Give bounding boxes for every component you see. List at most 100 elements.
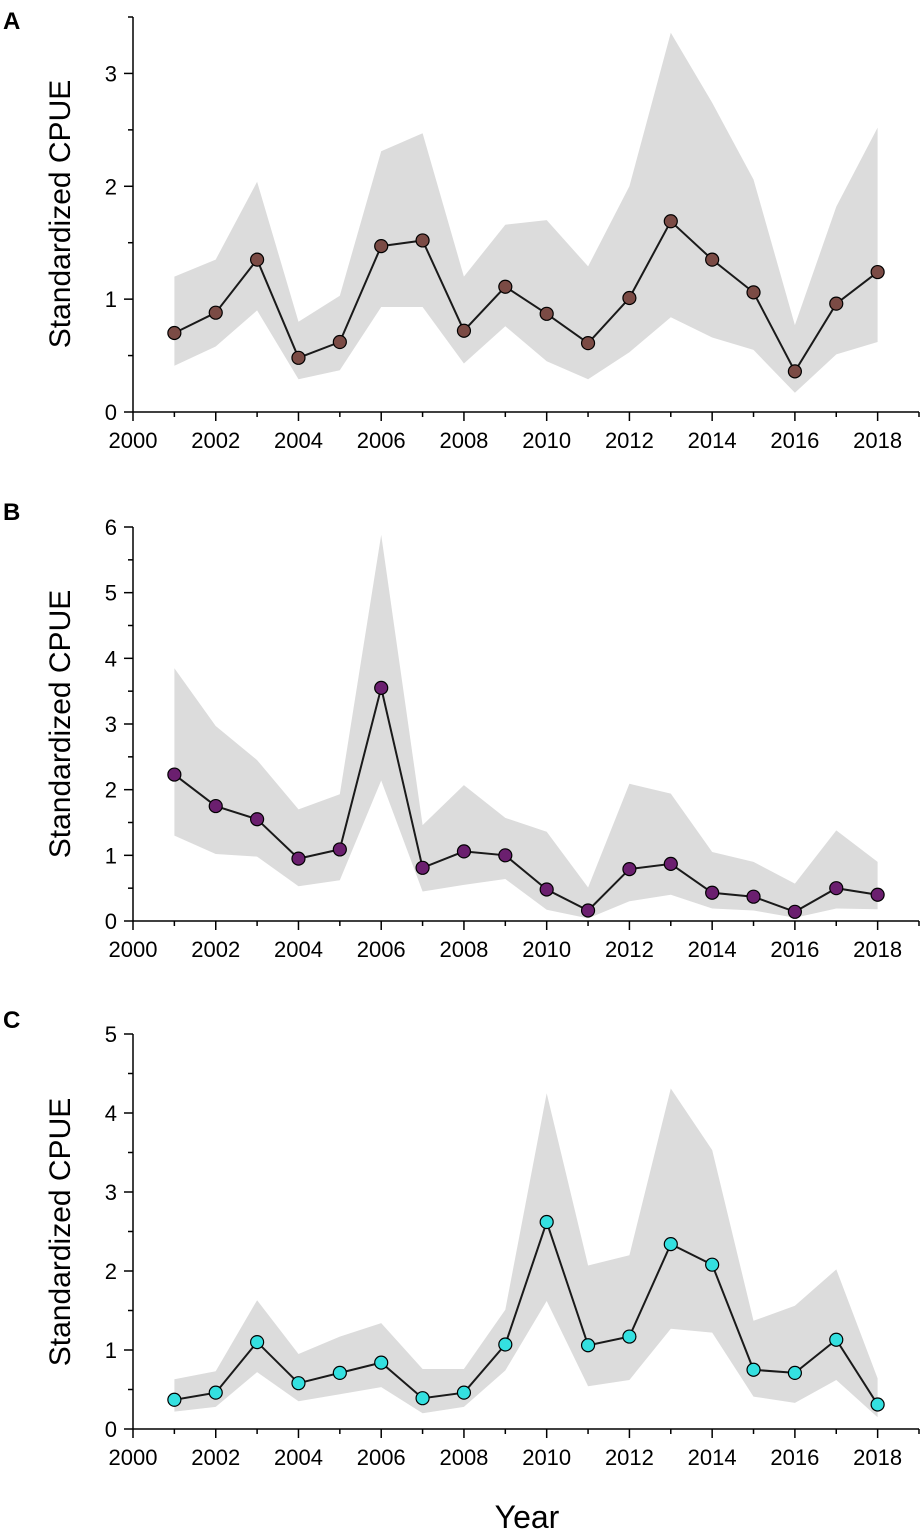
y-tick-label-c: 0 xyxy=(105,1417,117,1442)
panel-b: B Standardized CPUE 0 1 2 3 4 5 6 2000 2002 2004 2… xyxy=(3,499,920,962)
x-tick-label-a: 2002 xyxy=(191,428,240,453)
data-point-c-2014 xyxy=(705,1257,720,1272)
data-point-c-2018 xyxy=(870,1397,885,1412)
data-point-b-2015 xyxy=(746,889,761,904)
data-point-b-2003 xyxy=(250,812,265,827)
data-point-b-2001 xyxy=(167,767,182,782)
data-point-a-2010 xyxy=(539,306,554,321)
data-point-c-2017 xyxy=(829,1332,844,1347)
y-tick-label-b: 6 xyxy=(105,515,117,540)
x-axis-title: Year xyxy=(495,1499,560,1535)
y-tick-label-a: 1 xyxy=(105,287,117,312)
y-tick-label-a: 3 xyxy=(105,61,117,86)
data-point-b-2014 xyxy=(705,885,720,900)
x-tick-label-a: 2004 xyxy=(274,428,323,453)
x-tick-label-b: 2004 xyxy=(274,937,323,962)
y-tick-label-c: 3 xyxy=(105,1180,117,1205)
data-point-c-2004 xyxy=(291,1376,306,1391)
data-point-a-2003 xyxy=(250,252,265,267)
data-point-b-2012 xyxy=(622,862,637,877)
confidence-band-c xyxy=(174,1088,878,1418)
data-point-c-2015 xyxy=(746,1362,761,1377)
x-tick-label-a: 2018 xyxy=(853,428,902,453)
data-point-b-2013 xyxy=(663,856,678,871)
x-tick-label-a: 2006 xyxy=(357,428,406,453)
data-point-c-2009 xyxy=(498,1337,513,1352)
x-tick-label-a: 2010 xyxy=(522,428,571,453)
data-point-b-2004 xyxy=(291,851,306,866)
x-tick-label-c: 2000 xyxy=(109,1445,158,1470)
data-point-c-2001 xyxy=(167,1392,182,1407)
y-tick-label-b: 2 xyxy=(105,778,117,803)
data-point-c-2013 xyxy=(663,1237,678,1252)
x-tick-label-c: 2002 xyxy=(191,1445,240,1470)
data-point-b-2007 xyxy=(415,860,430,875)
data-point-b-2011 xyxy=(580,903,596,918)
data-point-b-2002 xyxy=(208,798,223,814)
x-tick-label-a: 2012 xyxy=(605,428,654,453)
x-tick-label-b: 2010 xyxy=(522,937,571,962)
data-point-a-2002 xyxy=(208,305,223,320)
data-point-c-2005 xyxy=(332,1365,347,1381)
y-axis-title-a: Standardized CPUE xyxy=(44,80,77,348)
data-point-b-2016 xyxy=(787,904,802,919)
data-point-b-2018 xyxy=(870,887,885,902)
x-tick-label-b: 2016 xyxy=(770,937,819,962)
data-point-a-2009 xyxy=(498,279,513,294)
y-tick-label-a: 0 xyxy=(105,400,117,425)
x-tick-label-b: 2006 xyxy=(357,937,406,962)
x-tick-label-b: 2000 xyxy=(109,937,158,962)
x-tick-label-a: 2016 xyxy=(770,428,819,453)
y-tick-label-a: 2 xyxy=(105,174,117,199)
data-point-b-2017 xyxy=(829,881,844,896)
data-point-a-2012 xyxy=(622,290,637,306)
panel-c: C Standardized CPUE 0 1 2 3 4 5 2000 2002 2004 20… xyxy=(3,1007,920,1470)
x-tick-label-b: 2008 xyxy=(439,937,488,962)
series-line-b xyxy=(173,687,878,913)
confidence-band-b xyxy=(174,534,878,919)
data-point-b-2008 xyxy=(456,844,472,859)
data-point-c-2016 xyxy=(787,1365,802,1381)
data-point-a-2005 xyxy=(332,334,347,350)
data-point-a-2004 xyxy=(291,350,306,365)
data-point-b-2009 xyxy=(498,848,513,863)
y-tick-label-b: 5 xyxy=(105,581,117,606)
confidence-band-a xyxy=(174,32,878,393)
series-line-a xyxy=(173,219,879,374)
data-point-a-2016 xyxy=(787,364,802,379)
data-point-a-2015 xyxy=(746,285,761,300)
y-tick-label-b: 4 xyxy=(105,646,117,671)
data-point-c-2011 xyxy=(580,1338,596,1353)
x-tick-label-a: 2008 xyxy=(439,428,488,453)
data-point-a-2011 xyxy=(580,336,596,351)
panel-letter-a: A xyxy=(3,8,20,35)
panel-a: A Standardized CPUE 0 1 2 3 2000 2002 2004 2006… xyxy=(3,8,920,453)
data-point-c-2012 xyxy=(622,1329,637,1344)
x-tick-label-a: 2014 xyxy=(688,428,737,453)
data-point-c-2002 xyxy=(208,1385,223,1400)
x-tick-label-c: 2012 xyxy=(605,1445,654,1470)
panel-letter-b: B xyxy=(3,499,20,526)
x-tick-label-c: 2014 xyxy=(688,1445,737,1470)
data-point-a-2001 xyxy=(167,325,182,341)
y-tick-label-c: 4 xyxy=(105,1101,117,1126)
x-tick-label-b: 2012 xyxy=(605,937,654,962)
x-tick-label-b: 2018 xyxy=(853,937,902,962)
x-tick-label-b: 2002 xyxy=(191,937,240,962)
y-tick-label-b: 0 xyxy=(105,909,117,934)
x-tick-label-c: 2018 xyxy=(853,1445,902,1470)
data-point-a-2018 xyxy=(870,264,885,280)
data-point-b-2010 xyxy=(539,882,554,897)
data-point-a-2006 xyxy=(374,239,389,254)
data-point-c-2006 xyxy=(374,1355,389,1370)
data-point-b-2006 xyxy=(374,680,389,695)
data-point-a-2008 xyxy=(456,323,472,338)
y-tick-label-c: 5 xyxy=(105,1022,117,1047)
y-tick-label-b: 1 xyxy=(105,843,117,868)
data-point-a-2014 xyxy=(705,252,720,267)
data-point-c-2007 xyxy=(415,1391,430,1406)
data-point-c-2003 xyxy=(250,1334,265,1350)
data-point-a-2013 xyxy=(663,214,678,229)
y-axis-title-b: Standardized CPUE xyxy=(44,590,77,858)
